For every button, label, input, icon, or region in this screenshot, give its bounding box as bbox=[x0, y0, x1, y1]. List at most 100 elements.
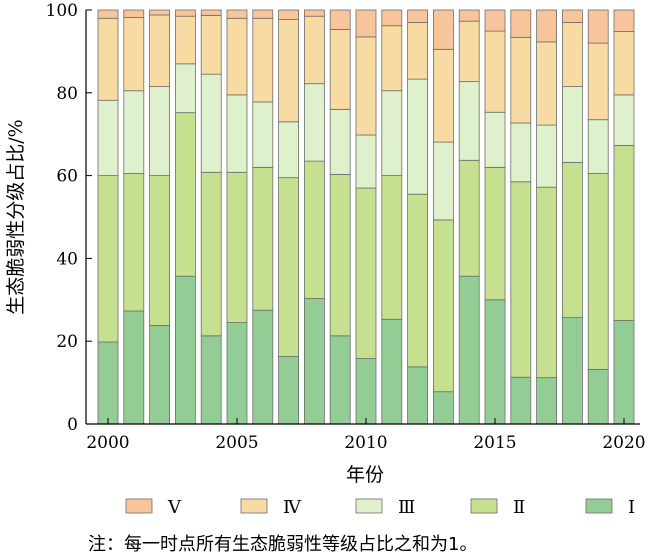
bar-segment-2000-level-1 bbox=[97, 341, 119, 425]
bar-segment-2016-level-2 bbox=[510, 181, 532, 378]
bar-segment-2005-level-2 bbox=[226, 171, 248, 323]
bar-segment-2012-level-1 bbox=[407, 366, 429, 425]
bars-layer bbox=[97, 9, 635, 425]
bar-segment-2013-level-5 bbox=[432, 9, 454, 50]
bar-segment-2017-level-2 bbox=[536, 186, 557, 379]
bar-segment-2008-level-2 bbox=[303, 160, 325, 299]
bar-segment-2010-level-5 bbox=[355, 9, 377, 38]
y-tick-label: 80 bbox=[56, 84, 78, 104]
bar-segment-2004-level-5 bbox=[200, 9, 222, 16]
bar-segment-2014-level-2 bbox=[458, 159, 480, 277]
bar-segment-2015-level-3 bbox=[484, 111, 506, 168]
bar-segment-2018-level-5 bbox=[562, 9, 583, 23]
bar-segment-2010-level-4 bbox=[355, 36, 377, 136]
bar-segment-2020-level-2 bbox=[613, 144, 635, 321]
x-tick-label: 2015 bbox=[473, 433, 516, 453]
y-tick-label: 40 bbox=[56, 249, 78, 269]
bar-segment-2012-level-5 bbox=[407, 9, 429, 23]
bar-segment-2004-level-3 bbox=[200, 73, 222, 173]
bar-segment-2000-level-3 bbox=[97, 99, 119, 176]
bar-segment-2008-level-3 bbox=[303, 83, 325, 162]
bar-segment-2001-level-3 bbox=[123, 90, 145, 174]
legend-swatch-level-3 bbox=[355, 498, 383, 514]
x-tick-label: 2005 bbox=[215, 433, 258, 453]
bar-segment-2013-level-4 bbox=[432, 48, 454, 143]
legend-label-level-2: Ⅱ bbox=[513, 497, 525, 518]
legend-swatch-level-1 bbox=[585, 498, 613, 514]
legend-swatch-level-5 bbox=[125, 498, 153, 514]
bar-segment-2016-level-4 bbox=[510, 36, 532, 124]
bar-segment-2012-level-2 bbox=[407, 193, 429, 368]
y-axis-label: 生态脆弱性分级占比/% bbox=[5, 119, 27, 314]
bar-segment-2015-level-5 bbox=[484, 9, 506, 32]
bar-segment-2002-level-2 bbox=[149, 175, 171, 326]
bar-segment-2002-level-1 bbox=[149, 325, 171, 425]
bar-segment-2005-level-3 bbox=[226, 94, 248, 173]
x-tick-label: 2020 bbox=[602, 433, 645, 453]
bar-segment-2014-level-1 bbox=[458, 275, 480, 425]
legend-label-level-3: Ⅲ bbox=[398, 497, 415, 518]
bar-segment-2005-level-1 bbox=[226, 322, 248, 425]
bar-segment-2006-level-5 bbox=[252, 9, 274, 19]
bar-segment-2012-level-3 bbox=[407, 78, 429, 195]
x-ticks: 2000 2005 2010 2015 2020 bbox=[86, 418, 646, 453]
bar-segment-2007-level-5 bbox=[278, 9, 300, 20]
y-tick-label: 20 bbox=[56, 332, 78, 352]
legend-label-level-5: Ⅴ bbox=[167, 497, 182, 518]
bar-segment-2000-level-5 bbox=[97, 9, 119, 19]
y-tick-label: 0 bbox=[67, 415, 78, 435]
bar-segment-2020-level-1 bbox=[613, 320, 635, 425]
bar-segment-2003-level-4 bbox=[174, 15, 196, 65]
x-tick-label: 2000 bbox=[86, 433, 129, 453]
bar-segment-2009-level-2 bbox=[329, 173, 351, 337]
x-axis-label: 年份 bbox=[346, 464, 384, 486]
bar-segment-2006-level-1 bbox=[252, 309, 274, 425]
bar-segment-2011-level-1 bbox=[381, 318, 403, 425]
bar-segment-2003-level-5 bbox=[174, 9, 196, 17]
y-tick-label: 100 bbox=[46, 1, 78, 21]
bar-segment-2013-level-2 bbox=[432, 219, 454, 393]
bar-segment-2007-level-1 bbox=[278, 356, 300, 425]
legend-label-level-1: Ⅰ bbox=[628, 497, 635, 518]
bar-segment-2016-level-5 bbox=[510, 9, 532, 38]
bar-segment-2001-level-4 bbox=[123, 17, 145, 92]
bar-segment-2004-level-2 bbox=[200, 171, 222, 337]
bar-segment-2010-level-2 bbox=[355, 187, 377, 359]
bar-segment-2017-level-4 bbox=[536, 41, 557, 126]
bar-segment-2019-level-5 bbox=[587, 9, 609, 44]
bar-segment-2017-level-5 bbox=[536, 9, 557, 43]
bar-segment-2008-level-1 bbox=[303, 298, 325, 425]
bar-segment-2018-level-4 bbox=[562, 22, 583, 87]
bar-segment-2019-level-2 bbox=[587, 173, 609, 370]
bar-segment-2011-level-5 bbox=[381, 9, 403, 27]
bar-segment-2011-level-4 bbox=[381, 25, 403, 92]
bar-segment-2007-level-2 bbox=[278, 177, 300, 357]
bar-segment-2003-level-1 bbox=[174, 275, 196, 425]
bar-segment-2020-level-4 bbox=[613, 31, 635, 96]
bar-segment-2005-level-5 bbox=[226, 9, 248, 19]
bar-segment-2014-level-4 bbox=[458, 20, 480, 83]
bar-segment-2013-level-3 bbox=[432, 141, 454, 221]
bar-segment-2003-level-3 bbox=[174, 63, 196, 114]
bar-segment-2006-level-4 bbox=[252, 17, 274, 103]
bar-segment-2019-level-4 bbox=[587, 42, 609, 121]
bar-segment-2002-level-4 bbox=[149, 14, 171, 87]
bar-segment-2013-level-1 bbox=[432, 391, 454, 425]
bar-segment-2011-level-3 bbox=[381, 90, 403, 177]
bar-segment-2006-level-2 bbox=[252, 166, 274, 311]
y-ticks: 0 20 40 60 80 100 bbox=[46, 1, 92, 435]
bar-segment-2005-level-4 bbox=[226, 17, 248, 96]
bar-segment-2009-level-1 bbox=[329, 335, 351, 425]
bar-segment-2015-level-1 bbox=[484, 299, 506, 425]
bar-segment-2001-level-5 bbox=[123, 9, 145, 18]
bar-segment-2018-level-2 bbox=[562, 161, 583, 319]
legend: Ⅴ Ⅳ Ⅲ Ⅱ Ⅰ bbox=[125, 497, 635, 518]
bar-segment-2007-level-3 bbox=[278, 121, 300, 179]
bar-segment-2008-level-4 bbox=[303, 15, 325, 85]
bar-segment-2018-level-1 bbox=[562, 317, 583, 425]
bar-segment-2001-level-1 bbox=[123, 310, 145, 425]
bar-segment-2007-level-4 bbox=[278, 19, 300, 123]
bar-segment-2001-level-2 bbox=[123, 173, 145, 312]
bar-segment-2008-level-5 bbox=[303, 9, 325, 17]
bar-segment-2020-level-5 bbox=[613, 9, 635, 32]
